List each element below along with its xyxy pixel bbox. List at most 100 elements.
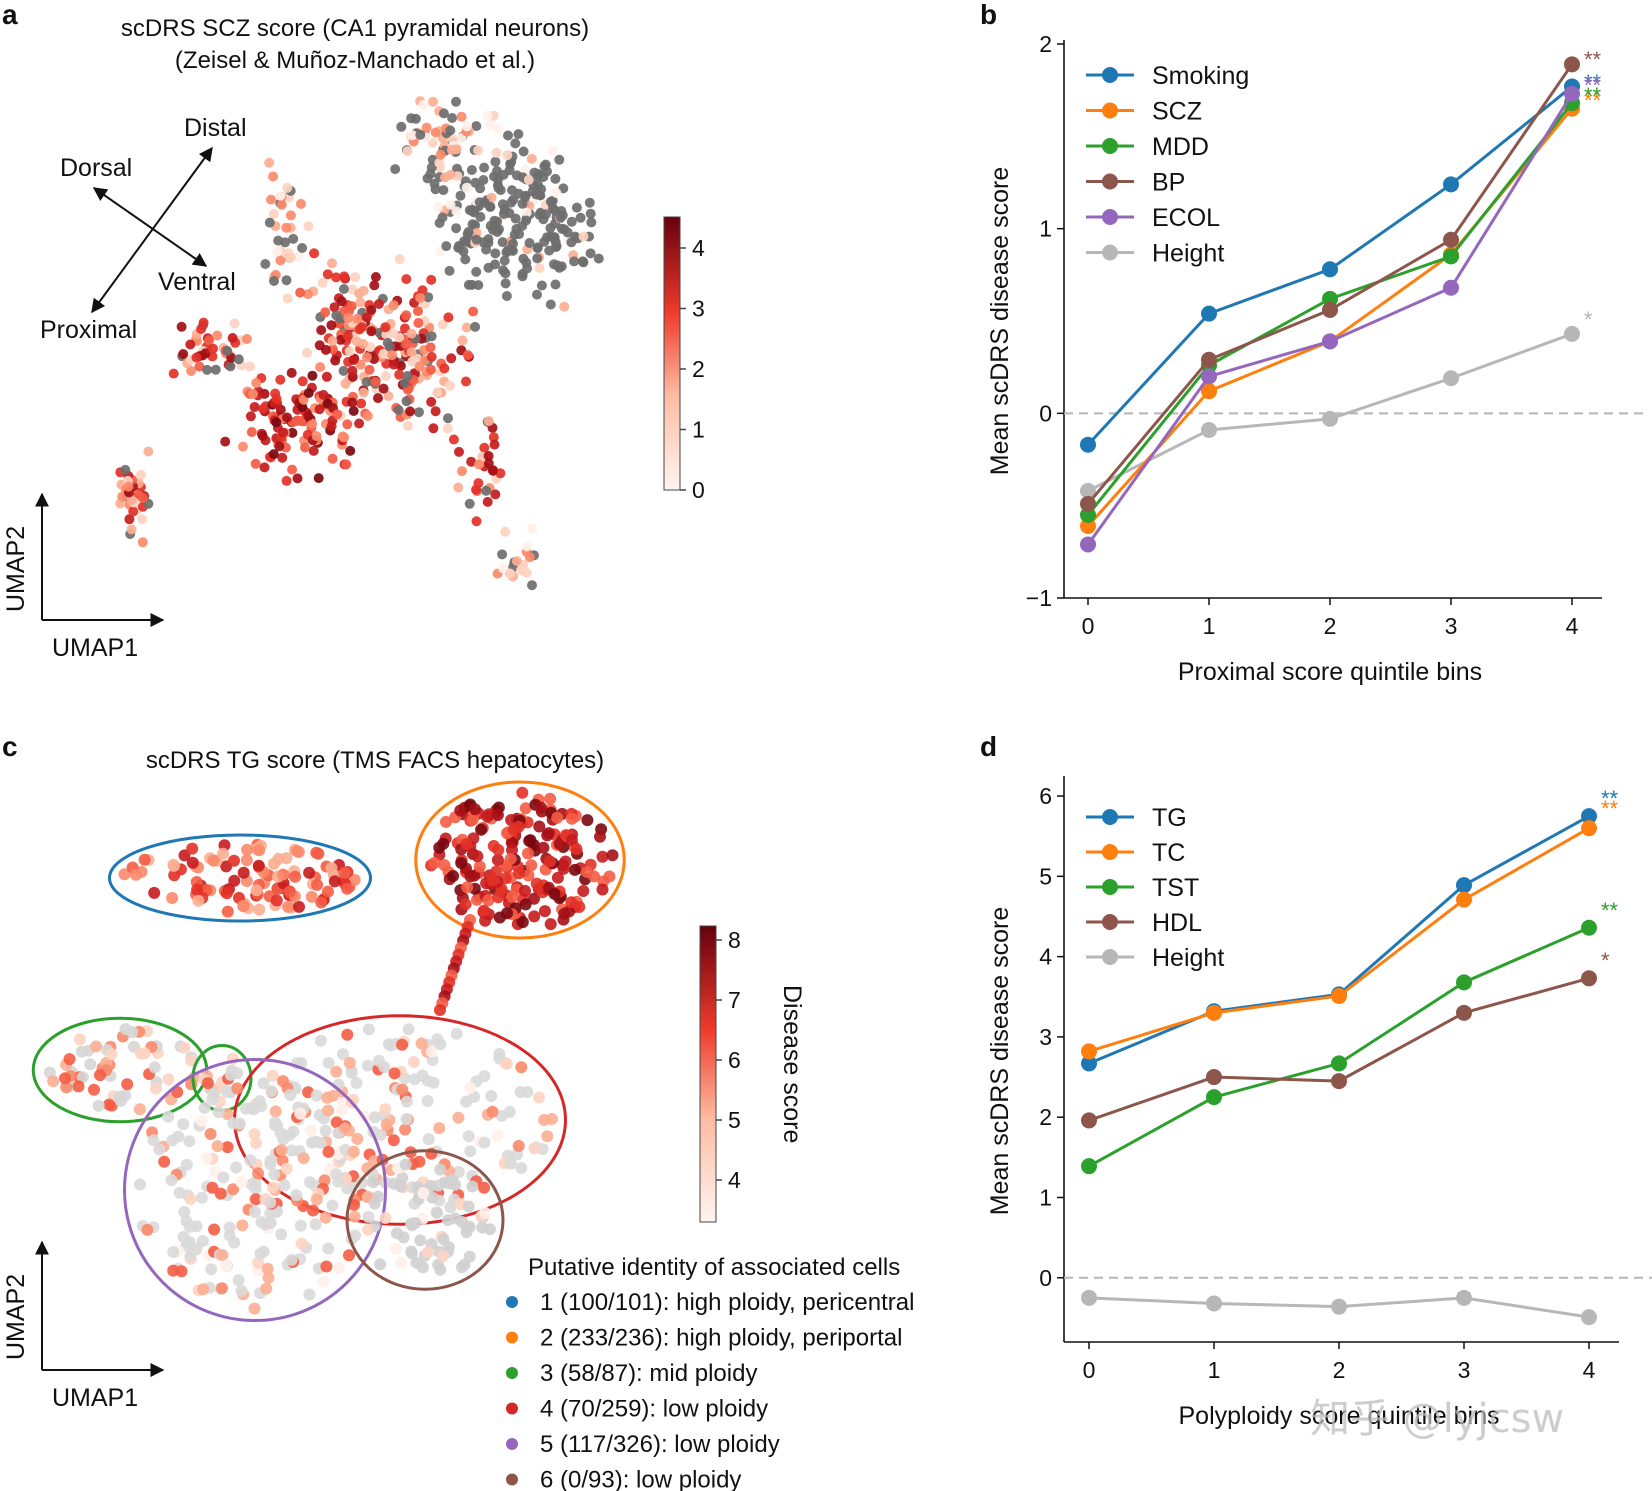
colorbar-tick-label-a: 2 [692, 356, 705, 382]
cell-point [293, 251, 304, 262]
umap1-label-a: UMAP1 [52, 634, 138, 662]
cell-point [249, 1206, 261, 1218]
cell-point [439, 363, 450, 374]
cell-point [410, 113, 421, 124]
cell-point [73, 1033, 86, 1046]
cell-point [137, 537, 148, 548]
cell-point [361, 352, 372, 363]
cell-point [123, 481, 134, 492]
cell-point [418, 99, 429, 110]
cell-point [277, 452, 288, 463]
cell-point [481, 810, 494, 823]
cell-point [158, 1155, 171, 1168]
cell-point [166, 892, 179, 904]
cell-point [451, 206, 462, 217]
data-point-tst [1081, 1158, 1097, 1175]
cell-point [532, 289, 542, 300]
cell-point [350, 272, 361, 283]
legend-marker-hdl [1102, 914, 1118, 930]
cell-point [285, 1253, 298, 1266]
cell-point [355, 359, 366, 370]
cell-point [201, 1077, 214, 1090]
cell-point [304, 1124, 317, 1137]
data-point-height [1581, 1309, 1597, 1326]
cell-point [527, 580, 537, 591]
cell-point [606, 849, 619, 862]
data-point-tst [1581, 919, 1597, 936]
cell-point [308, 445, 319, 456]
cell-point [216, 1282, 228, 1295]
cell-point [492, 844, 505, 856]
cell-point [314, 1136, 327, 1149]
cell-point [462, 1200, 475, 1213]
cell-point [478, 904, 490, 917]
cell-point [516, 786, 529, 799]
cell-point [315, 896, 328, 909]
cell-point [331, 310, 342, 321]
cell-point [526, 153, 537, 164]
cell-point [534, 263, 545, 274]
cell-point [447, 144, 457, 155]
cell-point [453, 482, 464, 493]
cell-point [544, 855, 556, 868]
cell-point [313, 473, 324, 484]
cell-point [492, 216, 503, 227]
cell-point [396, 1083, 409, 1096]
direction-distal: Distal [184, 114, 247, 142]
cell-point [358, 285, 369, 296]
cell-point [186, 842, 199, 855]
cell-point [441, 241, 452, 252]
cluster-label: 4 (70/259): low ploidy [540, 1396, 768, 1423]
cell-point [248, 1302, 261, 1315]
cell-point [565, 812, 578, 825]
cell-point [250, 884, 263, 897]
cell-point [401, 396, 412, 407]
cluster-outline [345, 1149, 505, 1291]
cell-point [288, 233, 299, 244]
cell-point [516, 916, 529, 929]
cell-point [239, 1102, 252, 1115]
cell-point [541, 829, 554, 842]
cell-point [207, 854, 220, 867]
cell-point [277, 1075, 289, 1088]
cell-point [450, 1027, 463, 1040]
cell-point [361, 1059, 374, 1072]
cell-point [92, 1099, 105, 1112]
cell-point [500, 1057, 513, 1070]
cell-point [268, 1168, 281, 1181]
cell-point [531, 189, 542, 200]
cell-point [75, 1045, 88, 1058]
cell-point [451, 96, 461, 107]
cell-point [282, 182, 293, 193]
cell-point [522, 847, 534, 860]
cell-point [136, 469, 146, 480]
cell-point [397, 1231, 410, 1244]
cell-point [361, 312, 372, 323]
cell-point [148, 886, 161, 899]
umap2-label-c: UMAP2 [2, 1274, 30, 1360]
cell-point [355, 297, 366, 308]
cell-point [332, 1175, 345, 1188]
colorbar-tick-label-a: 1 [692, 417, 705, 443]
cell-point [185, 339, 196, 350]
cell-point [176, 321, 187, 332]
cell-point [380, 371, 391, 381]
data-point-smoking [1443, 176, 1459, 193]
cell-point [259, 1218, 272, 1231]
legend-marker-tst [1102, 879, 1118, 895]
cell-point [533, 1091, 545, 1104]
cell-point [491, 147, 502, 158]
cell-point [466, 456, 477, 467]
legend-label-hdl: HDL [1152, 909, 1202, 937]
x-tick-label-d: 4 [1583, 1357, 1596, 1383]
x-tick-label-b: 4 [1566, 613, 1579, 639]
cell-point [368, 1197, 381, 1210]
cell-point [493, 911, 506, 924]
cell-point [264, 157, 275, 168]
colorbar-tick-label-c: 5 [728, 1107, 741, 1133]
cell-point [294, 1107, 307, 1120]
cell-point [493, 123, 504, 134]
legend-d: TG TC TST HDL Height [1086, 804, 1224, 972]
cell-point [177, 1231, 190, 1243]
cell-point [186, 856, 199, 869]
